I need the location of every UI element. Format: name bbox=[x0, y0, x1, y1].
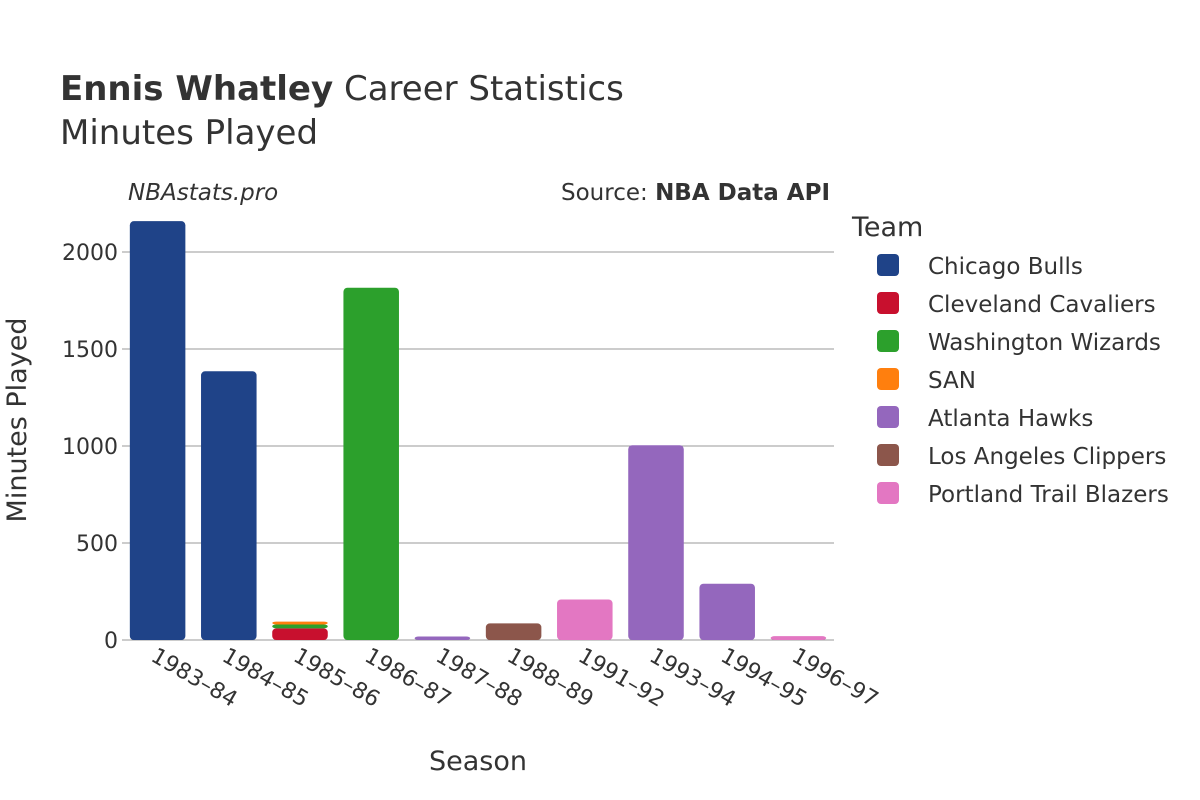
legend-label: Atlanta Hawks bbox=[928, 406, 1093, 432]
y-tick-label: 0 bbox=[104, 629, 118, 654]
legend-swatch bbox=[877, 406, 899, 428]
source-prefix: Source: bbox=[561, 180, 655, 206]
bar-segment bbox=[699, 583, 755, 640]
legend-label: Portland Trail Blazers bbox=[928, 482, 1169, 508]
y-tick-label: 1000 bbox=[62, 435, 118, 460]
chart-title-player: Ennis Whatley bbox=[60, 69, 333, 109]
y-axis-ticks: 0 500 1000 1500 2000 bbox=[62, 241, 118, 654]
bar-segment bbox=[628, 445, 684, 640]
y-tick-label: 500 bbox=[76, 532, 118, 557]
bar-segment bbox=[129, 221, 186, 641]
x-axis-ticks: 1983–841984–851985–861986–871987–881988–… bbox=[147, 644, 883, 713]
legend-swatch bbox=[877, 482, 899, 504]
legend-label: SAN bbox=[928, 368, 976, 394]
legend-swatch bbox=[877, 292, 899, 314]
legend-label: Chicago Bulls bbox=[928, 254, 1083, 280]
legend: Team Chicago Bulls Cleveland Cavaliers Was… bbox=[851, 212, 1169, 508]
source-name: NBA Data API bbox=[655, 180, 830, 206]
bar-segment bbox=[201, 371, 257, 640]
legend-swatch bbox=[877, 330, 899, 352]
legend-label: Los Angeles Clippers bbox=[928, 444, 1166, 470]
bar-segment bbox=[343, 287, 399, 640]
bar-segment bbox=[485, 623, 542, 640]
bar-segment bbox=[272, 621, 328, 625]
legend-label: Cleveland Cavaliers bbox=[928, 292, 1156, 318]
bar-segment bbox=[414, 636, 471, 640]
legend-swatch bbox=[877, 444, 899, 466]
legend-label: Washington Wizards bbox=[928, 330, 1161, 356]
source-label: Source: NBA Data API bbox=[561, 180, 830, 206]
watermark: NBAstats.pro bbox=[128, 180, 278, 206]
y-tick-label: 2000 bbox=[62, 241, 118, 266]
bars bbox=[129, 221, 827, 641]
legend-title: Team bbox=[851, 212, 923, 243]
chart-subtitle: Minutes Played bbox=[60, 113, 318, 153]
bar-segment bbox=[557, 599, 613, 640]
x-axis-title: Season bbox=[429, 746, 527, 777]
y-axis-title: Minutes Played bbox=[2, 318, 33, 523]
bar-segment bbox=[770, 636, 827, 640]
chart-title: Ennis Whatley Career Statistics bbox=[60, 69, 624, 109]
y-tick-label: 1500 bbox=[62, 338, 118, 363]
bar-segment bbox=[272, 624, 328, 629]
chart-title-rest: Career Statistics bbox=[344, 69, 624, 109]
legend-swatch bbox=[877, 368, 899, 390]
bar-segment bbox=[272, 628, 328, 640]
legend-swatch bbox=[877, 254, 899, 276]
